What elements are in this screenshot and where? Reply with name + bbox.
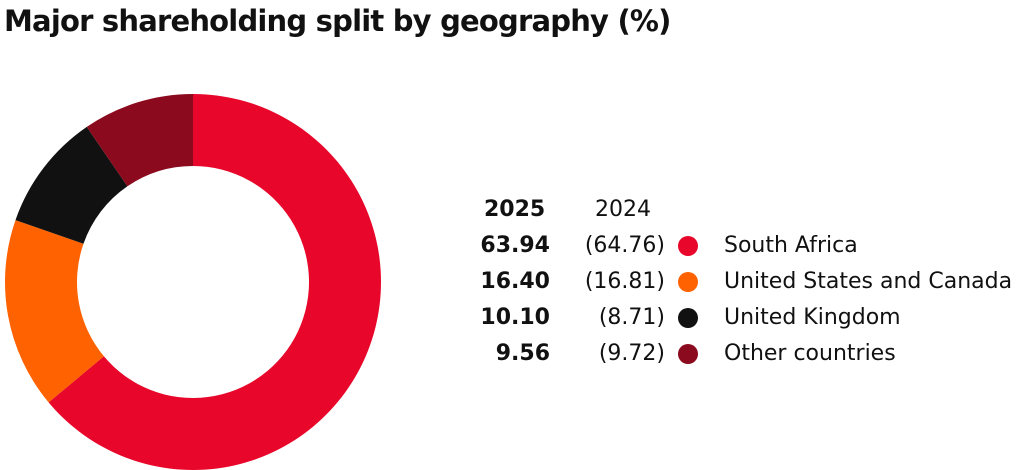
donut-chart	[4, 94, 382, 470]
donut-slice-united-states-and-canada	[4, 220, 104, 403]
legend-value-current: 63.94	[480, 233, 550, 258]
legend-header: 2025 2024	[478, 193, 1018, 227]
legend-value-current: 9.56	[495, 341, 550, 366]
chart-title: Major shareholding split by geography (%…	[4, 4, 671, 38]
donut-slice-south-africa	[48, 94, 382, 470]
legend-swatch-dot	[678, 308, 698, 328]
legend-swatch-dot	[678, 344, 698, 364]
legend-value-previous: (9.72)	[598, 341, 665, 366]
legend-item-south-africa: 63.94 (64.76) South Africa	[478, 229, 1018, 263]
legend-item-other-countries: 9.56 (9.72) Other countries	[478, 337, 1018, 371]
legend-swatch-dot	[678, 236, 698, 256]
donut-slice-united-kingdom	[15, 126, 128, 244]
legend-value-previous: (64.76)	[584, 233, 665, 258]
legend-header-previous-year: 2024	[595, 197, 651, 222]
legend-value-previous: (16.81)	[584, 269, 665, 294]
legend-value-previous: (8.71)	[598, 305, 665, 330]
legend-item-united-kingdom: 10.10 (8.71) United Kingdom	[478, 301, 1018, 335]
legend-label: South Africa	[724, 233, 858, 258]
legend-label: United Kingdom	[724, 305, 901, 330]
legend-item-united-states-and-canada: 16.40 (16.81) United States and Canada	[478, 265, 1018, 299]
legend-swatch-dot	[678, 272, 698, 292]
legend-value-current: 16.40	[480, 269, 550, 294]
legend-label: Other countries	[724, 341, 896, 366]
legend-label: United States and Canada	[724, 269, 1013, 294]
legend-value-current: 10.10	[480, 305, 550, 330]
legend-header-current-year: 2025	[484, 197, 546, 222]
donut-slice-other-countries	[86, 94, 193, 187]
